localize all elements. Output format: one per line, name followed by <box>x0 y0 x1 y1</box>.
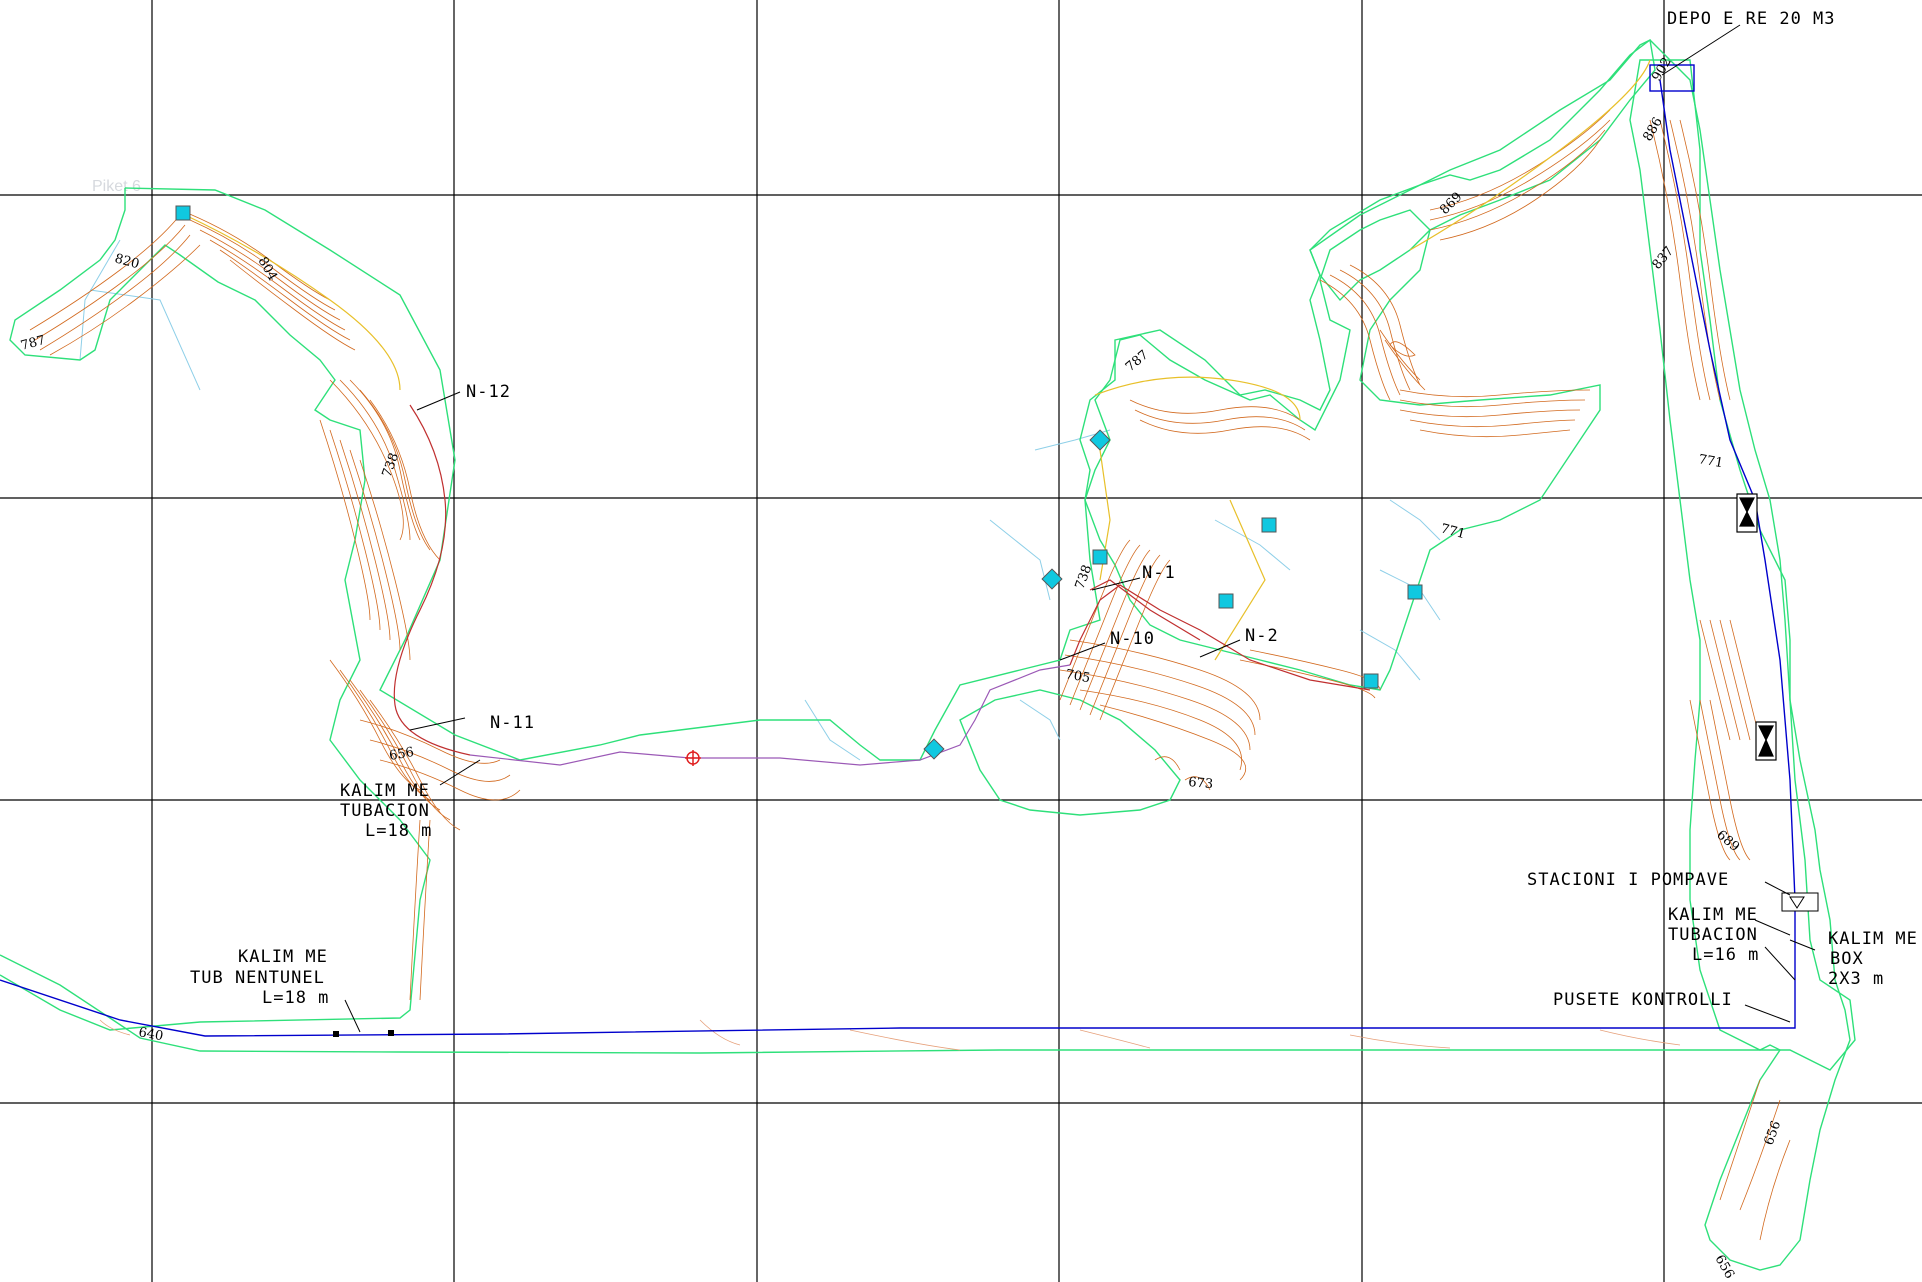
node-central-4 <box>1363 673 1379 689</box>
elev-656-east: 656 <box>1762 1119 1785 1147</box>
label-pusete: PUSETE KONTROLLI <box>1553 990 1733 1010</box>
depot-box <box>1649 64 1695 92</box>
label-box-1: KALIM ME <box>1828 929 1918 949</box>
node-south <box>923 738 945 760</box>
label-tunel-3: L=18 m <box>262 988 329 1008</box>
boundary-west-corridor-inner <box>0 188 431 1031</box>
drainage-hint-lines <box>79 239 1441 761</box>
node-central-1 <box>1261 517 1277 533</box>
label-tunel-1: KALIM ME <box>238 947 328 967</box>
label-tunel-2: TUB NENTUNEL <box>190 968 325 988</box>
branch-pipe-west <box>393 404 471 756</box>
label-kalim-left-1: KALIM ME <box>340 781 430 801</box>
label-n10: N-10 <box>1110 629 1155 649</box>
annotations: DEPO E RE 20 M3 N-12 N-11 N-1 N-10 N-2 K… <box>190 9 1918 1010</box>
label-box-2: BOX <box>1830 949 1864 969</box>
boundary-inner-ring <box>959 689 1181 816</box>
elev-673: 673 <box>1188 775 1214 792</box>
ridge-paths <box>184 59 1651 661</box>
elev-705: 705 <box>1064 667 1091 686</box>
contours-south-strip <box>99 1019 1681 1051</box>
corridor-boundaries <box>0 38 1856 1271</box>
elev-869: 869 <box>1437 190 1465 218</box>
label-box-3: 2X3 m <box>1828 969 1884 989</box>
elev-771-central: 771 <box>1439 521 1467 542</box>
label-kalim-left-2: TUBACION <box>340 801 430 821</box>
elev-837: 837 <box>1650 244 1677 273</box>
red-survey-marker <box>685 750 701 766</box>
elev-820: 820 <box>113 251 141 272</box>
boundary-central-loop <box>1084 209 1601 691</box>
contours-central <box>1059 109 1611 791</box>
contours-east <box>1649 119 1791 1241</box>
node-central-3 <box>1407 584 1423 600</box>
contour-lines <box>29 109 1791 1241</box>
label-kalim-right-2: TUBACION <box>1668 925 1758 945</box>
boundary-west-corridor <box>0 39 1851 1271</box>
label-n2: N-2 <box>1245 626 1279 646</box>
node-n1b <box>1092 549 1108 565</box>
node-n1a <box>1089 429 1111 451</box>
branch-pipe-n1 <box>1089 579 1201 641</box>
pipe-markers <box>333 1030 394 1037</box>
label-kalim-left-3: L=18 m <box>365 821 432 841</box>
node-n10 <box>1041 568 1063 590</box>
leader-lines <box>344 24 1816 1033</box>
boundary-east-branch <box>1309 38 1656 302</box>
label-n11: N-11 <box>490 713 535 733</box>
elev-656-west: 656 <box>388 745 415 764</box>
elev-804: 804 <box>255 255 280 284</box>
elevation-labels: 820 804 787 738 656 640 787 738 705 673 … <box>19 55 1784 1282</box>
branch-pipe-west-2 <box>469 664 1071 766</box>
node-west <box>175 205 191 221</box>
elev-787-west: 787 <box>19 333 47 354</box>
elev-738-west: 738 <box>380 451 403 479</box>
elev-787-central: 787 <box>1123 348 1152 375</box>
elev-738-central: 738 <box>1073 563 1096 591</box>
label-stacioni: STACIONI I POMPAVE <box>1527 870 1729 890</box>
valve-symbols <box>1736 493 1777 761</box>
label-depo: DEPO E RE 20 M3 <box>1667 9 1836 29</box>
contours-west-top <box>29 209 521 1001</box>
label-kalim-right-3: L=16 m <box>1692 945 1759 965</box>
label-n12: N-12 <box>466 382 511 402</box>
node-central-2 <box>1218 593 1234 609</box>
branch-pipe-n10 <box>1069 584 1371 691</box>
main-pipe <box>0 79 1796 1037</box>
label-n1: N-1 <box>1142 563 1176 583</box>
pipe-nodes <box>175 205 1423 760</box>
pipelines <box>0 79 1796 1037</box>
elev-771-east: 771 <box>1697 452 1724 471</box>
elev-640: 640 <box>137 1025 164 1044</box>
pump-station-symbol <box>1781 892 1819 912</box>
elev-656-south: 656 <box>1712 1253 1737 1282</box>
label-kalim-right-1: KALIM ME <box>1668 905 1758 925</box>
ghost-label: Piket 6 <box>92 178 141 195</box>
